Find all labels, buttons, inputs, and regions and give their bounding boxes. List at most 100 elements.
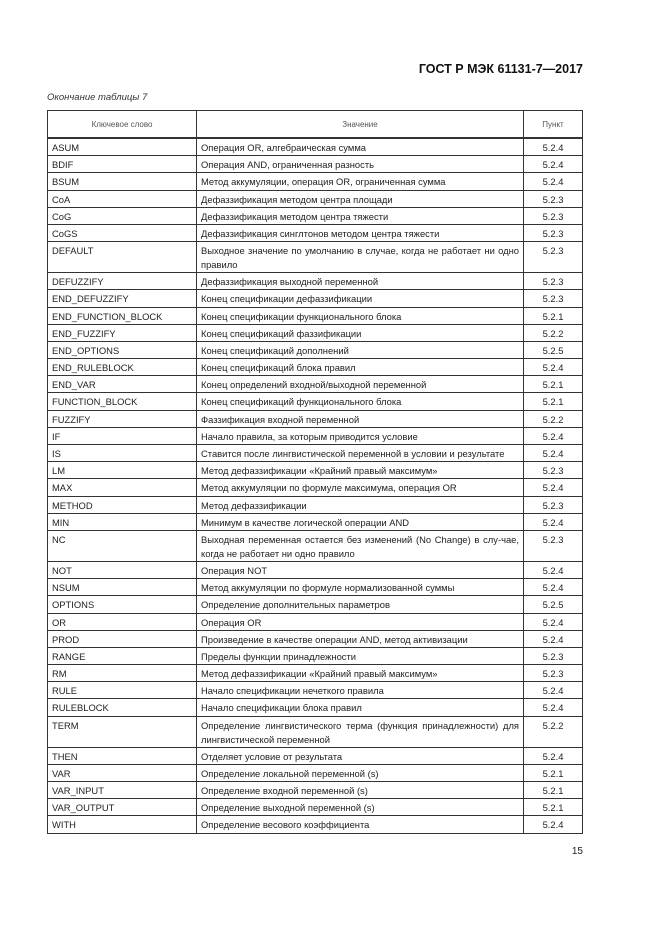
- table-row: IF Начало правила, за которым приводится …: [47, 426, 583, 446]
- meaning-cell: Ставится после лингвистической переменно…: [196, 443, 524, 463]
- clause-cell: 5.2.4: [523, 681, 583, 700]
- clause-cell: 5.2.1: [523, 392, 583, 411]
- table-row: METHOD Метод дефаззификации 5.2.3: [47, 495, 583, 514]
- meaning-cell: Метод дефаззификации «Крайний правый мак…: [196, 461, 524, 480]
- keyword-cell: THEN: [47, 746, 197, 765]
- table-row: IS Ставится после лингвистической перемен…: [47, 443, 583, 463]
- clause-cell: 5.2.4: [523, 698, 583, 717]
- meaning-cell: Метод аккумуляции по формуле максимума, …: [196, 478, 524, 497]
- clause-cell: 5.2.2: [523, 409, 583, 428]
- keyword-cell: DEFAULT: [47, 241, 197, 274]
- meaning-cell: Дефаззификация методом центра площади: [196, 189, 524, 208]
- clause-cell: 5.2.2: [523, 715, 583, 748]
- table-row: BDIF Операция AND, ограниченная разность 5…: [47, 155, 583, 174]
- clause-cell: 5.2.4: [523, 560, 583, 580]
- table-header-row: Ключевое слово Значение Пункт: [47, 110, 583, 139]
- clause-cell: 5.2.3: [523, 206, 583, 225]
- meaning-cell: Определение весового коэффициента: [196, 815, 524, 834]
- table-row: END_OPTIONS Конец спецификаций дополнений…: [47, 340, 583, 360]
- table-row: NSUM Метод аккумуляции по формуле нормали…: [47, 578, 583, 597]
- table-row: RM Метод дефаззификации «Крайний правый м…: [47, 664, 583, 683]
- meaning-cell: Операция AND, ограниченная разность: [196, 155, 524, 174]
- table-row: END_FUZZIFY Конец спецификаций фаззификац…: [47, 323, 583, 342]
- meaning-cell: Произведение в качестве операции AND, ме…: [196, 629, 524, 648]
- clause-cell: 5.2.3: [523, 272, 583, 291]
- keyword-cell: METHOD: [47, 495, 197, 514]
- meaning-cell: Определение локальной переменной (s): [196, 763, 524, 783]
- keyword-cell: MIN: [47, 512, 197, 531]
- keyword-cell: LM: [47, 461, 197, 480]
- clause-cell: 5.2.4: [523, 512, 583, 531]
- keyword-cell: BDIF: [47, 155, 197, 174]
- meaning-cell: Минимум в качестве логической операции A…: [196, 512, 524, 531]
- table-row: VAR_OUTPUT Определение выходной переменно…: [47, 798, 583, 817]
- clause-cell: 5.2.2: [523, 323, 583, 342]
- table-row: RULE Начало спецификации нечеткого правил…: [47, 681, 583, 700]
- clause-cell: 5.2.4: [523, 137, 583, 157]
- meaning-cell: Операция OR: [196, 612, 524, 631]
- standard-designation: ГОСТ Р МЭК 61131-7—2017: [418, 62, 583, 76]
- table-row: OR Операция OR 5.2.4: [47, 612, 583, 631]
- keyword-cell: RULE: [47, 681, 197, 700]
- clause-cell: 5.2.1: [523, 798, 583, 817]
- clause-cell: 5.2.3: [523, 189, 583, 208]
- table-row: CoA Дефаззификация методом центра площади…: [47, 189, 583, 208]
- clause-cell: 5.2.3: [523, 664, 583, 683]
- keyword-cell: PROD: [47, 629, 197, 648]
- meaning-cell: Определение лингвистического терма (функ…: [196, 715, 524, 748]
- meaning-cell: Конец спецификаций блока правил: [196, 358, 524, 377]
- meaning-cell: Конец спецификации функционального блока: [196, 306, 524, 325]
- table-row: MIN Минимум в качестве логической операци…: [47, 512, 583, 531]
- keyword-cell: DEFUZZIFY: [47, 272, 197, 291]
- clause-cell: 5.2.1: [523, 375, 583, 394]
- keyword-cell: END_DEFUZZIFY: [47, 289, 197, 308]
- meaning-cell: Метод аккумуляции по формуле нормализова…: [196, 578, 524, 597]
- clause-cell: 5.2.1: [523, 306, 583, 325]
- clause-cell: 5.2.4: [523, 155, 583, 174]
- table-row: VAR_INPUT Определение входной переменной …: [47, 780, 583, 800]
- keyword-cell: NOT: [47, 560, 197, 580]
- table-row: VAR Определение локальной переменной (s) 5…: [47, 763, 583, 783]
- clause-cell: 5.2.4: [523, 629, 583, 648]
- clause-cell: 5.2.4: [523, 815, 583, 834]
- table-row: DEFAULT Выходное значение по умолчанию в …: [47, 241, 583, 274]
- keyword-cell: TERM: [47, 715, 197, 748]
- meaning-cell: Конец спецификаций дополнений: [196, 340, 524, 360]
- clause-cell: 5.2.3: [523, 529, 583, 562]
- meaning-cell: Выходная переменная остается без изменен…: [196, 529, 524, 562]
- clause-cell: 5.2.5: [523, 595, 583, 614]
- clause-cell: 5.2.4: [523, 478, 583, 497]
- table-row: NC Выходная переменная остается без измен…: [47, 529, 583, 562]
- meaning-cell: Начало правила, за которым приводится ус…: [196, 426, 524, 446]
- clause-cell: 5.2.4: [523, 172, 583, 191]
- keyword-cell: CoGS: [47, 223, 197, 243]
- meaning-cell: Метод аккумуляции, операция OR, ограниче…: [196, 172, 524, 191]
- keyword-cell: VAR_OUTPUT: [47, 798, 197, 817]
- clause-cell: 5.2.4: [523, 443, 583, 463]
- clause-cell: 5.2.4: [523, 426, 583, 446]
- keyword-cell: WITH: [47, 815, 197, 834]
- keyword-cell: END_FUNCTION_BLOCK: [47, 306, 197, 325]
- clause-cell: 5.2.4: [523, 358, 583, 377]
- meaning-cell: Начало спецификации нечеткого правила: [196, 681, 524, 700]
- meaning-cell: Конец спецификации дефаззификации: [196, 289, 524, 308]
- table-row: RANGE Пределы функции принадлежности 5.2.3: [47, 646, 583, 666]
- keyword-cell: FUNCTION_BLOCK: [47, 392, 197, 411]
- keyword-cell: MAX: [47, 478, 197, 497]
- table-row: OPTIONS Определение дополнительных параме…: [47, 595, 583, 614]
- table-row: END_VAR Конец определений входной/выходно…: [47, 375, 583, 394]
- meaning-cell: Дефаззификация выходной переменной: [196, 272, 524, 291]
- table-row: RULEBLOCK Начало спецификации блока прави…: [47, 698, 583, 717]
- keyword-cell: OR: [47, 612, 197, 631]
- column-header-clause: Пункт: [523, 110, 583, 139]
- keyword-cell: END_VAR: [47, 375, 197, 394]
- meaning-cell: Определение дополнительных параметров: [196, 595, 524, 614]
- table-row: CoG Дефаззификация методом центра тяжести…: [47, 206, 583, 225]
- clause-cell: 5.2.3: [523, 646, 583, 666]
- keyword-cell: RANGE: [47, 646, 197, 666]
- clause-cell: 5.2.3: [523, 495, 583, 514]
- meaning-cell: Конец определений входной/выходной перем…: [196, 375, 524, 394]
- keyword-cell: BSUM: [47, 172, 197, 191]
- meaning-cell: Пределы функции принадлежности: [196, 646, 524, 666]
- clause-cell: 5.2.3: [523, 223, 583, 243]
